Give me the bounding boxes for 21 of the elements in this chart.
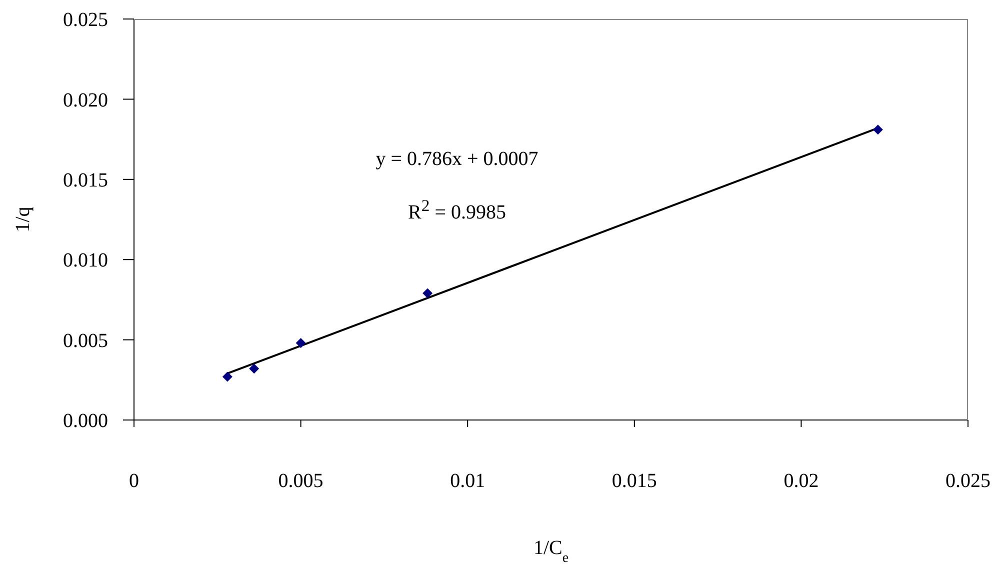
x-tick-label: 0.005 [278,470,324,492]
annotation: R$^{2}$ = 0.9985 [407,195,507,224]
point [249,364,260,374]
y-tick-label: 0.020 [63,89,108,112]
annotation: y = 0.786x + 0.0007 [374,148,540,170]
point [296,338,306,348]
y-tick-label: 0.005 [63,330,108,352]
x-tick-label: 0.025 [946,470,990,492]
point [222,372,232,382]
y-tick-label: 0.010 [63,250,108,272]
x-axis-title: 1/C$_{e}$ [533,537,569,566]
y-tick-label: 0.015 [63,170,108,192]
y-tick-label: 0.000 [63,410,108,432]
point [422,288,433,298]
point [872,124,883,135]
x-tick-label: 0.01 [450,470,486,492]
y-tick-label: 0.025 [63,9,108,32]
x-tick-label: 0.015 [612,470,657,492]
x-tick-label: 0.02 [784,470,819,492]
y-axis-title: 1/q [12,206,34,232]
x-tick-label: 0 [129,470,139,492]
